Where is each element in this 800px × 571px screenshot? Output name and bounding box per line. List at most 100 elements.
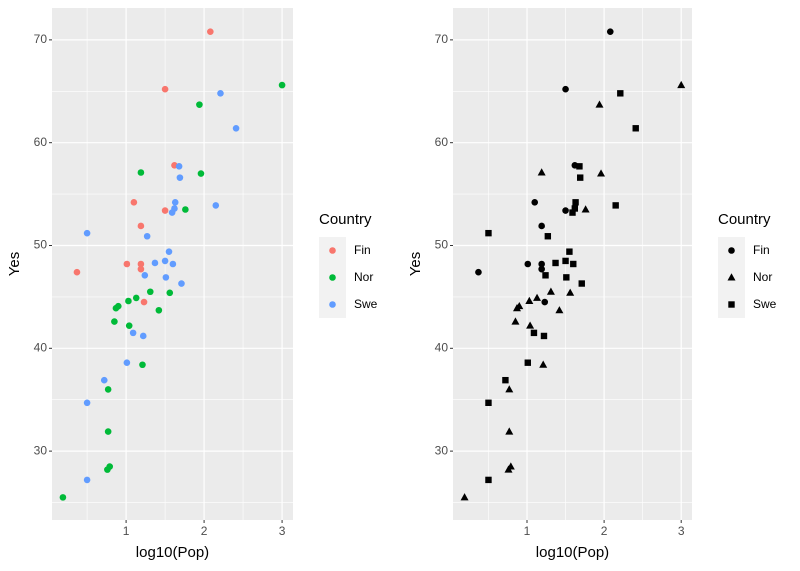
point	[538, 260, 545, 268]
point	[196, 101, 203, 108]
point	[526, 321, 535, 329]
point	[511, 317, 520, 325]
point	[524, 359, 531, 366]
point	[539, 360, 548, 368]
point	[530, 329, 538, 337]
point	[576, 163, 583, 170]
point	[182, 206, 189, 213]
point	[572, 199, 579, 206]
point	[155, 306, 163, 314]
point	[123, 260, 131, 268]
legend-label: Nor	[354, 270, 373, 284]
point	[169, 260, 177, 268]
x-axis-title: log10(Pop)	[136, 544, 209, 561]
point	[544, 233, 552, 240]
point	[578, 280, 585, 287]
point	[151, 259, 159, 267]
legend-label: Nor	[753, 270, 772, 284]
legend-symbol	[329, 301, 336, 308]
x-tick-label: 3	[279, 524, 286, 538]
point	[537, 168, 546, 176]
point	[531, 199, 539, 206]
point	[197, 170, 205, 177]
legend-symbol	[329, 247, 336, 254]
point	[217, 90, 224, 97]
legend-title: Country	[319, 211, 372, 228]
point	[538, 222, 545, 230]
point	[168, 209, 176, 216]
point	[533, 293, 542, 301]
point	[104, 466, 111, 473]
y-tick-label: 40	[435, 340, 449, 354]
point	[552, 259, 559, 267]
legend-label: Swe	[753, 297, 777, 311]
point	[595, 100, 604, 108]
y-axis-title: Yes	[407, 252, 424, 276]
y-tick-label: 40	[34, 340, 48, 354]
point	[569, 209, 576, 216]
point	[570, 260, 577, 268]
point	[278, 81, 286, 89]
point	[139, 332, 147, 340]
point	[112, 304, 120, 312]
point	[83, 399, 91, 407]
y-tick-label: 50	[34, 238, 48, 252]
point	[632, 125, 639, 132]
point	[524, 260, 532, 268]
point	[505, 427, 514, 435]
x-tick-label: 2	[601, 524, 608, 538]
y-tick-label: 70	[34, 32, 48, 46]
point	[83, 476, 91, 484]
point	[165, 248, 173, 255]
x-tick-label: 1	[123, 524, 130, 538]
legend-title: Country	[718, 211, 771, 228]
point	[475, 268, 482, 276]
point	[129, 329, 137, 337]
legend-symbol	[728, 247, 735, 254]
legend-symbol	[329, 274, 336, 281]
point	[538, 265, 545, 273]
point	[597, 169, 606, 177]
point	[577, 174, 584, 181]
point	[460, 493, 469, 501]
point	[176, 174, 184, 181]
point	[485, 476, 492, 484]
x-tick-label: 2	[201, 524, 208, 538]
point	[139, 361, 146, 369]
point	[59, 494, 67, 501]
point	[125, 297, 132, 305]
point	[161, 207, 169, 214]
point	[546, 287, 555, 295]
x-tick-label: 3	[678, 524, 685, 538]
point	[212, 202, 220, 209]
point	[581, 205, 590, 213]
point	[512, 304, 521, 312]
y-axis-title: Yes	[6, 252, 23, 276]
point	[125, 322, 133, 329]
point	[123, 359, 131, 366]
y-tick-label: 70	[435, 32, 449, 46]
point	[502, 376, 509, 384]
point	[137, 222, 145, 230]
point	[540, 332, 548, 340]
y-tick-label: 30	[435, 443, 449, 457]
point	[485, 229, 492, 237]
point	[104, 386, 112, 393]
point	[566, 248, 573, 255]
point	[555, 306, 564, 314]
point	[175, 163, 183, 170]
point	[132, 294, 140, 302]
point	[571, 205, 579, 212]
point	[178, 280, 185, 287]
point	[542, 272, 549, 279]
point	[171, 199, 179, 206]
point	[562, 257, 569, 265]
point	[143, 232, 151, 240]
y-tick-label: 60	[34, 135, 48, 149]
point	[83, 229, 91, 237]
point	[137, 260, 145, 268]
point	[73, 268, 81, 276]
point	[100, 376, 108, 384]
y-tick-label: 60	[435, 135, 449, 149]
